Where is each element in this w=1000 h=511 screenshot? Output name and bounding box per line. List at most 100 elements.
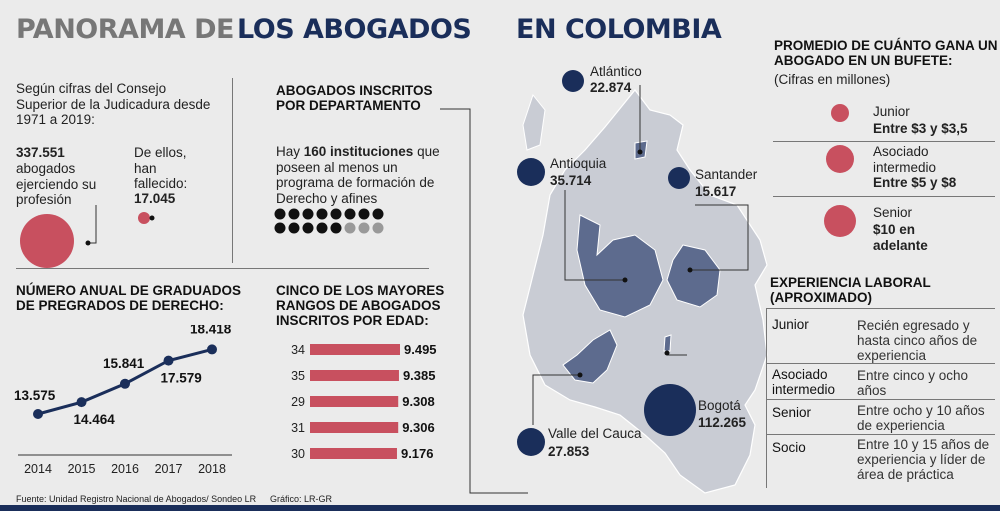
graduates-line-chart: 13.575 2014 14.464 2015 15.841 2016 17.579 2017… [14, 325, 232, 476]
age-bar [310, 370, 399, 381]
age-value-label: 9.176 [401, 446, 434, 461]
graduates-year-label: 2016 [111, 462, 139, 476]
experience-level-partner: Socio [772, 440, 806, 455]
experience-level-senior: Senior [772, 405, 812, 420]
experience-divider-top [766, 308, 995, 309]
institution-dot [316, 222, 328, 234]
salary-junior-label: Junior [873, 104, 910, 119]
institution-dot [344, 222, 356, 234]
graduates-heading: NÚMERO ANUAL DE GRADUADOS DE PREGRADOS D… [16, 283, 242, 313]
title-part-1: PANORAMA DE [16, 14, 234, 45]
experience-desc-partner: Entre 10 y 15 años de experiencia y líde… [857, 437, 990, 482]
institution-dot [372, 222, 384, 234]
deceased-circle [138, 212, 150, 224]
active-lawyers-leader [88, 205, 97, 244]
title-part-3: EN COLOMBIA [516, 14, 722, 45]
map-label-santander: Santander [695, 167, 758, 182]
age-category-label: 30 [291, 447, 305, 461]
map-label-valle: Valle del Cauca [548, 426, 642, 441]
lawyers-circles [20, 205, 155, 268]
graduates-year-label: 2018 [198, 462, 226, 476]
experience-divider-left [766, 308, 767, 488]
map-antioquia [576, 214, 664, 318]
experience-level-junior: Junior [772, 317, 809, 332]
experience-desc-senior: Entre ocho y 10 años de experiencia [857, 403, 985, 433]
active-lawyers-value: 337.551 [16, 145, 65, 160]
graduates-point [163, 355, 174, 366]
map-bogota [663, 334, 672, 352]
age-bar [310, 422, 399, 433]
age-bar [310, 344, 400, 355]
institution-dot [330, 208, 342, 220]
institutions-dots [274, 208, 384, 234]
age-value-label: 9.385 [403, 368, 436, 383]
colombia-map [517, 70, 768, 494]
age-value-label: 9.495 [404, 342, 437, 357]
institution-dot [288, 208, 300, 220]
experience-desc-junior: Recién egresado y hasta cinco años de ex… [857, 318, 978, 363]
footer-source: Fuente: Unidad Registro Nacional de Abog… [16, 494, 257, 504]
experience-heading: EXPERIENCIA LABORAL (APROXIMADO) [770, 275, 931, 305]
experience-level-associate: Asociado intermedio [772, 367, 836, 397]
divider-horizontal [16, 268, 429, 269]
map-label-antioquia: Antioquia [550, 156, 607, 171]
institution-dot [302, 208, 314, 220]
experience-divider-3 [766, 434, 995, 435]
institution-dot [302, 222, 314, 234]
salary-subheading: (Cifras en millones) [774, 72, 891, 87]
graduates-point [76, 397, 87, 408]
deceased-text: De ellos, han fallecido: [134, 145, 188, 191]
salary-associate-value: Entre $5 y $8 [873, 175, 957, 190]
graduates-data-label: 18.418 [190, 325, 232, 336]
institution-dot [288, 222, 300, 234]
institution-dot [372, 208, 384, 220]
deceased-dot [149, 215, 155, 221]
institution-dot [316, 208, 328, 220]
age-value-label: 9.308 [402, 394, 435, 409]
experience-divider-1 [766, 363, 995, 364]
age-value-label: 9.306 [402, 420, 435, 435]
graduates-point [120, 378, 130, 389]
graduates-year-label: 2015 [68, 462, 96, 476]
map-coast-strip [522, 93, 546, 151]
institution-dot [344, 208, 356, 220]
footer-credit: Gráfico: LR-GR [270, 494, 333, 504]
age-category-label: 35 [291, 369, 305, 383]
graduates-point [207, 344, 217, 355]
age-category-label: 29 [291, 395, 305, 409]
age-ranges-heading: CINCO DE LOS MAYORES RANGOS DE ABOGADOS … [276, 283, 445, 328]
salary-circle-junior [831, 104, 849, 122]
graduates-data-label: 13.575 [14, 388, 56, 403]
salary-senior-label: Senior [873, 205, 913, 220]
experience-divider-2 [766, 399, 995, 400]
active-lawyers-text: abogados ejerciendo su profesión [16, 161, 97, 207]
institution-dot [330, 222, 342, 234]
bottom-bar [0, 505, 1000, 511]
age-ranges-bar-chart: 34 9.495 35 9.385 29 9.308 31 9.306 30 9.176 [291, 342, 437, 461]
title-part-2: LOS ABOGADOS [237, 14, 472, 45]
map-label-bogota: Bogotá [698, 398, 741, 413]
experience-desc-associate: Entre cinco y ocho años [857, 368, 969, 398]
institution-dot [358, 222, 370, 234]
institution-dot [358, 208, 370, 220]
intro-text: Según cifras del Consejo Superior de la … [16, 81, 211, 127]
active-lawyers-circle [20, 214, 74, 268]
graduates-data-label: 14.464 [74, 412, 116, 427]
map-value-atlantico: 22.874 [590, 80, 632, 95]
salary-heading: PROMEDIO DE CUÁNTO GANA UN ABOGADO EN UN… [774, 38, 998, 68]
salary-divider-1 [773, 141, 995, 142]
graduates-point [33, 409, 43, 419]
salary-junior-value: Entre $3 y $3,5 [873, 121, 968, 136]
map-value-valle: 27.853 [548, 444, 590, 459]
graduates-year-label: 2014 [24, 462, 52, 476]
age-category-label: 31 [291, 421, 305, 435]
age-bar [310, 396, 399, 407]
map-santander [666, 244, 721, 308]
map-label-atlantico: Atlántico [590, 64, 642, 79]
salary-circles [824, 104, 856, 237]
graduates-year-label: 2017 [155, 462, 183, 476]
salary-senior-value: $10 en adelante [873, 222, 928, 253]
institution-dot [274, 208, 286, 220]
map-value-bogota: 112.265 [698, 415, 747, 430]
graduates-data-label: 17.579 [161, 371, 202, 386]
